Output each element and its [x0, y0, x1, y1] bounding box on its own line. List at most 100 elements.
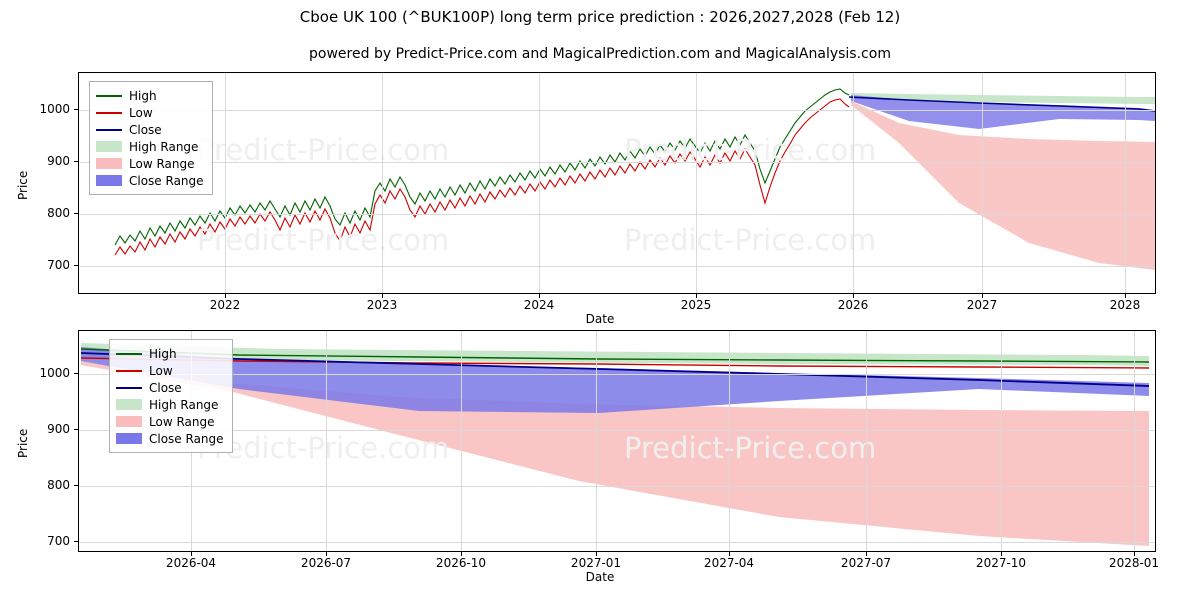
legend-label: High [149, 346, 177, 361]
bottom-xtick: 2027-07 [840, 556, 892, 570]
gridline [79, 162, 1155, 163]
bottom-ytick-900: 900 [47, 422, 70, 436]
tick-mark [1134, 552, 1135, 556]
gridline [853, 73, 854, 293]
tick-mark [1125, 294, 1126, 298]
watermark-bottom-panel-left: Predict-Price.com [197, 431, 450, 465]
band-close-range [81, 347, 1149, 413]
top-x-axis-label: Date [585, 312, 615, 326]
legend-label: Low [149, 363, 173, 378]
gridline [382, 73, 383, 293]
legend-item-low: Low [116, 362, 224, 379]
bottom-chart-panel: Predict-Price.com Predict-Price.com [78, 330, 1156, 552]
page-title: Cboe UK 100 (^BUK100P) long term price p… [299, 8, 901, 26]
legend-item-close-range: Close Range [96, 172, 204, 189]
tick-mark [1001, 552, 1002, 556]
legend-swatch-close-range-icon [116, 433, 142, 444]
series-low-line [114, 98, 850, 256]
bottom-ytick-1000: 1000 [39, 366, 70, 380]
legend-label: Close Range [129, 173, 204, 188]
tick-mark [225, 294, 226, 298]
legend-item-close: Close [96, 121, 204, 138]
top-xtick: 2026 [837, 298, 869, 312]
bottom-xtick: 2026-10 [435, 556, 487, 570]
series-low-line [80, 357, 1150, 369]
legend-label: High [129, 88, 157, 103]
legend-item-low-range: Low Range [96, 155, 204, 172]
top-xtick: 2022 [209, 298, 241, 312]
legend-item-low-range: Low Range [116, 413, 224, 430]
legend-swatch-close-icon [96, 124, 122, 135]
band-low-range [851, 101, 1155, 270]
legend-swatch-high-range-icon [96, 141, 122, 152]
gridline [79, 214, 1155, 215]
tick-mark [74, 161, 78, 162]
bottom-chart-svg [80, 343, 1150, 546]
bottom-x-axis-label: Date [585, 570, 615, 584]
bottom-y-axis-label: Price [16, 428, 30, 458]
tick-mark [729, 552, 730, 556]
legend-swatch-low-icon [116, 365, 142, 376]
page-subtitle: powered by Predict-Price.com and Magical… [309, 46, 891, 62]
gridline [79, 430, 1155, 431]
gridline [866, 331, 867, 551]
top-y-axis-label: Price [16, 170, 30, 200]
tick-mark [982, 294, 983, 298]
top-ytick-700: 700 [47, 258, 70, 272]
series-high-line [114, 88, 850, 246]
top-chart-svg [114, 88, 1155, 270]
top-xtick: 2024 [523, 298, 555, 312]
bottom-ytick-700: 700 [47, 534, 70, 548]
top-ytick-1000: 1000 [39, 102, 70, 116]
tick-mark [696, 294, 697, 298]
gridline [729, 331, 730, 551]
legend-swatch-low-icon [96, 107, 122, 118]
legend-swatch-close-range-icon [96, 175, 122, 186]
gridline [539, 73, 540, 293]
watermark-top-right: Predict-Price.com [624, 133, 877, 167]
series-close-line [848, 96, 1155, 112]
bottom-legend: High Low Close High Range Low Range [109, 339, 233, 453]
top-ytick-900: 900 [47, 154, 70, 168]
tick-mark [74, 485, 78, 486]
bottom-xtick: 2026-07 [300, 556, 352, 570]
tick-mark [74, 265, 78, 266]
legend-item-high: High [96, 87, 204, 104]
tick-mark [191, 552, 192, 556]
tick-mark [596, 552, 597, 556]
gridline [596, 331, 597, 551]
legend-swatch-high-range-icon [116, 399, 142, 410]
watermark-bottom-left: Predict-Price.com [197, 223, 450, 257]
watermark-bottom-right: Predict-Price.com [624, 223, 877, 257]
bottom-xtick: 2027-04 [703, 556, 755, 570]
series-high-line [80, 348, 1150, 363]
legend-swatch-high-icon [116, 348, 142, 359]
tick-mark [461, 552, 462, 556]
gridline [225, 73, 226, 293]
gridline [1001, 331, 1002, 551]
legend-item-close-range: Close Range [116, 430, 224, 447]
legend-label: Low [129, 105, 153, 120]
tick-mark [74, 429, 78, 430]
bottom-xtick: 2026-04 [165, 556, 217, 570]
tick-mark [326, 552, 327, 556]
tick-mark [866, 552, 867, 556]
gridline [1125, 73, 1126, 293]
legend-item-high-range: High Range [116, 396, 224, 413]
top-chart-panel: Predict-Price.com Predict-Price.com Pred… [78, 72, 1156, 294]
top-ytick-800: 800 [47, 206, 70, 220]
tick-mark [74, 213, 78, 214]
gridline [982, 73, 983, 293]
gridline [461, 331, 462, 551]
gridline [696, 73, 697, 293]
gridline [79, 374, 1155, 375]
tick-mark [74, 373, 78, 374]
legend-item-close: Close [116, 379, 224, 396]
band-low-range [81, 361, 1149, 546]
legend-label: Close [149, 380, 182, 395]
gridline [79, 266, 1155, 267]
legend-label: High Range [129, 139, 199, 154]
legend-swatch-low-range-icon [116, 416, 142, 427]
legend-item-high-range: High Range [96, 138, 204, 155]
gridline [1134, 331, 1135, 551]
